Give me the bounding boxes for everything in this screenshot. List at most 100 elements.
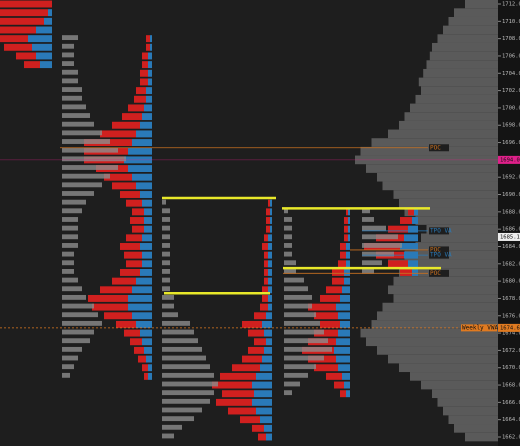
volume-bar	[410, 103, 498, 113]
blue-volume	[136, 320, 152, 328]
red-volume	[216, 398, 252, 406]
blue-volume	[262, 355, 272, 363]
volume-bar	[432, 42, 498, 52]
y-tick-label: 1664.0	[502, 417, 520, 423]
blue-volume	[142, 251, 152, 259]
tpo-count	[62, 346, 82, 352]
blue-volume	[270, 208, 272, 216]
blue-volume	[142, 113, 152, 121]
volume-bar	[448, 16, 498, 26]
tpo-count	[162, 243, 170, 248]
y-tick-label: 1688.0	[502, 209, 520, 215]
tpo-count	[362, 225, 386, 231]
blue-volume	[148, 372, 152, 380]
blue-volume	[346, 251, 350, 259]
red-volume	[130, 217, 144, 224]
tpo-count	[62, 87, 82, 92]
tpo-count	[162, 260, 170, 266]
red-volume	[88, 294, 128, 302]
volume-bar	[366, 337, 498, 347]
red-volume	[138, 355, 146, 363]
tpo-count	[284, 312, 316, 318]
red-volume	[338, 260, 346, 268]
blue-volume	[264, 329, 272, 337]
blue-volume	[336, 355, 350, 363]
blue-volume	[348, 217, 350, 224]
tpo-count	[162, 355, 206, 361]
red-volume	[112, 277, 136, 285]
red-volume	[242, 320, 262, 328]
red-volume	[266, 208, 270, 216]
blue-volume	[404, 234, 418, 242]
blue-volume	[346, 390, 350, 398]
tpo-count	[162, 338, 198, 344]
blue-volume	[340, 320, 350, 328]
volume-bar	[399, 120, 498, 130]
tpo-count	[284, 243, 292, 248]
tpo-count	[62, 251, 74, 257]
volume-bar	[388, 285, 498, 295]
red-volume	[254, 312, 266, 320]
blue-volume	[132, 286, 152, 294]
volume-bar	[393, 276, 498, 286]
tpo-count	[162, 208, 170, 214]
y-tick-label: 1710.0	[502, 19, 520, 25]
tpo-count	[62, 95, 82, 101]
tpo-count	[62, 294, 86, 300]
blue-volume	[148, 61, 152, 69]
tpo-count	[62, 113, 90, 118]
blue-volume	[336, 303, 350, 311]
volume-bar	[404, 207, 498, 217]
y-tick-label: 1704.0	[502, 71, 520, 77]
red-volume	[332, 268, 344, 276]
volume-bar	[360, 328, 498, 338]
tpo-count	[362, 260, 382, 266]
red-volume	[264, 277, 268, 285]
volume-bar	[426, 224, 498, 234]
blue-volume	[128, 147, 152, 155]
volume-bar	[388, 259, 498, 269]
volume-bar	[415, 94, 498, 104]
blue-volume	[412, 217, 418, 224]
red-volume	[134, 346, 144, 354]
tpo-count	[62, 234, 78, 240]
tpo-count	[62, 312, 98, 318]
red-volume	[130, 338, 142, 346]
red-volume	[4, 43, 32, 51]
blue-volume	[414, 208, 418, 216]
line-label: POC	[430, 270, 441, 277]
blue-volume	[140, 191, 152, 198]
blue-volume	[252, 398, 272, 406]
volume-bar	[426, 60, 498, 69]
blue-volume	[146, 355, 152, 363]
price-box-label: 1685.1	[500, 234, 520, 240]
red-volume	[120, 268, 140, 276]
red-volume	[332, 277, 344, 285]
red-volume	[326, 286, 342, 294]
y-tick-label: 1712.0	[502, 2, 520, 8]
volume-bar	[429, 51, 498, 61]
blue-volume	[44, 17, 52, 25]
tpo-count	[284, 294, 312, 300]
blue-volume	[142, 199, 152, 207]
tpo-count	[162, 346, 202, 352]
volume-bar	[399, 363, 498, 373]
tpo-count	[62, 338, 90, 344]
tpo-count	[362, 251, 394, 257]
red-volume	[142, 61, 148, 69]
volume-bar	[454, 424, 498, 433]
red-volume	[222, 390, 254, 398]
y-tick-label: 1668.0	[502, 383, 520, 389]
blue-volume	[336, 338, 350, 346]
tpo-count	[284, 303, 312, 309]
red-volume	[136, 87, 146, 95]
blue-volume	[252, 381, 272, 389]
blue-volume	[136, 130, 152, 138]
tpo-count	[62, 156, 126, 162]
tpo-count	[62, 147, 118, 153]
red-volume	[128, 104, 144, 112]
blue-volume	[132, 139, 152, 147]
blue-volume	[132, 173, 152, 181]
tpo-count	[162, 217, 170, 222]
blue-volume	[400, 243, 418, 250]
